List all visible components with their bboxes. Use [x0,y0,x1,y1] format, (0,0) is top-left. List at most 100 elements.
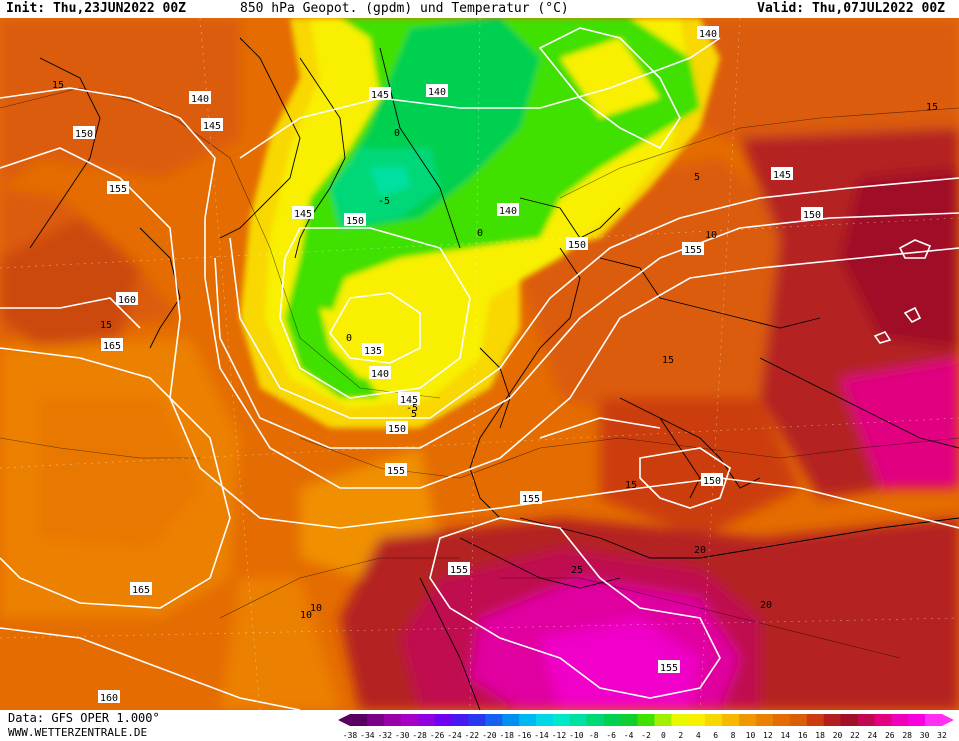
colorbar-swatch [789,714,808,726]
svg-text:155: 155 [522,494,540,505]
height-label: 145 [398,392,420,406]
svg-text:165: 165 [132,585,150,596]
svg-text:5: 5 [694,172,700,183]
svg-text:10: 10 [310,603,322,614]
svg-text:10: 10 [705,230,717,241]
data-source: Data: GFS OPER 1.000° [8,711,160,725]
website-credit: WWW.WETTERZENTRALE.DE [8,726,148,739]
colorbar-swatch [671,714,689,726]
colorbar-swatch [772,714,791,726]
svg-text:150: 150 [75,129,93,140]
svg-text:155: 155 [660,663,678,674]
svg-text:10: 10 [300,610,312,621]
colorbar-tick-label: 2 [678,731,683,740]
svg-text:165: 165 [103,341,121,352]
svg-text:25: 25 [571,565,583,576]
temperature-colorbar: -38 -34 -32 -30 -28 -26 -24 -22 -20 -18 -16 -14 -12-… [338,714,954,740]
temperature-labels: 15 15 0 -5 0 5 0 -5 10 5 15 10 15 20 25 … [52,80,938,621]
colorbar-tick-label: -30 [395,731,410,740]
height-label: 150 [73,126,95,140]
colorbar-tick-label: 32 [937,731,947,740]
valid-time: Valid: Thu,07JUL2022 00Z [757,1,945,16]
colorbar-swatch [552,714,571,726]
colorbar-tick-label: -16 [517,731,532,740]
colorbar-tick-label: 26 [885,731,895,740]
height-label: 145 [771,167,793,181]
svg-text:15: 15 [52,80,64,91]
colorbar-tick-label: 18 [815,731,825,740]
geopotential-isohypses [0,27,959,710]
svg-text:155: 155 [450,565,468,576]
colorbar-arrow-high [942,714,954,726]
colorbar-tick-label: 22 [850,731,860,740]
svg-text:5: 5 [411,409,417,420]
height-label: 140 [189,91,211,105]
svg-text:155: 155 [684,245,702,256]
chart-title: 850 hPa Geopot. (gpdm) und Temperatur (°… [240,1,569,16]
colorbar-tick-label: -38 [343,731,358,740]
colorbar-tick-label: 6 [713,731,718,740]
coastlines [29,37,959,710]
colorbar-tick-label: -12 [552,731,567,740]
colorbar-tick-label: -22 [465,731,480,740]
svg-text:15: 15 [926,102,938,113]
colorbar-swatch [857,714,875,726]
svg-text:150: 150 [388,424,406,435]
svg-text:150: 150 [346,216,364,227]
height-label: 150 [801,207,823,221]
svg-text:140: 140 [699,29,717,40]
height-label: 165 [101,338,123,352]
colorbar-swatch [586,714,605,726]
svg-text:145: 145 [203,121,221,132]
height-label: 160 [116,292,138,306]
height-label: 145 [201,118,223,132]
svg-text:140: 140 [499,206,517,217]
height-label: 155 [682,242,704,256]
svg-text:140: 140 [191,94,209,105]
height-label: 145 [369,87,391,101]
height-label: 135 [362,343,384,357]
colorbar-arrow-low [338,714,350,726]
colorbar-swatch [620,714,639,726]
colorbar-swatch [891,714,909,726]
svg-text:155: 155 [387,466,405,477]
height-label: 150 [386,421,408,435]
lat-lon-grid [0,18,959,710]
colorbar-tick-label: 16 [798,731,808,740]
svg-text:155: 155 [109,184,127,195]
height-label: 150 [344,213,366,227]
svg-text:160: 160 [118,295,136,306]
colorbar-swatch [400,714,419,726]
height-label: 140 [697,26,719,40]
height-label: 155 [448,562,470,576]
svg-text:0: 0 [346,333,352,344]
height-label [449,546,471,559]
colorbar-swatch [908,714,926,726]
colorbar-swatch [485,714,503,726]
height-label: 145 [292,206,314,220]
height-label: 160 [98,690,120,704]
colorbar-swatch [840,714,858,726]
svg-text:15: 15 [100,320,112,331]
colorbar-tick-label: 28 [902,731,912,740]
height-label: 155 [520,491,542,505]
colorbar-tick-label: 24 [868,731,878,740]
svg-text:0: 0 [394,128,400,139]
colorbar-swatch [739,714,757,726]
svg-text:15: 15 [625,480,637,491]
colorbar-swatch [925,714,943,726]
colorbar-tick-label: 10 [746,731,756,740]
svg-text:20: 20 [694,545,706,556]
svg-text:20: 20 [760,600,772,611]
colorbar-swatch [654,714,672,726]
svg-text:145: 145 [773,170,791,181]
colorbar-swatch [688,714,706,726]
colorbar-tick-label: 20 [833,731,843,740]
height-label: 155 [385,463,407,477]
colorbar-tick-label: -26 [430,731,445,740]
colorbar-swatch [366,714,385,726]
colorbar-tick-label: 4 [696,731,701,740]
svg-text:-5: -5 [378,196,390,207]
height-label: 140 [497,203,519,217]
svg-text:140: 140 [371,369,389,380]
